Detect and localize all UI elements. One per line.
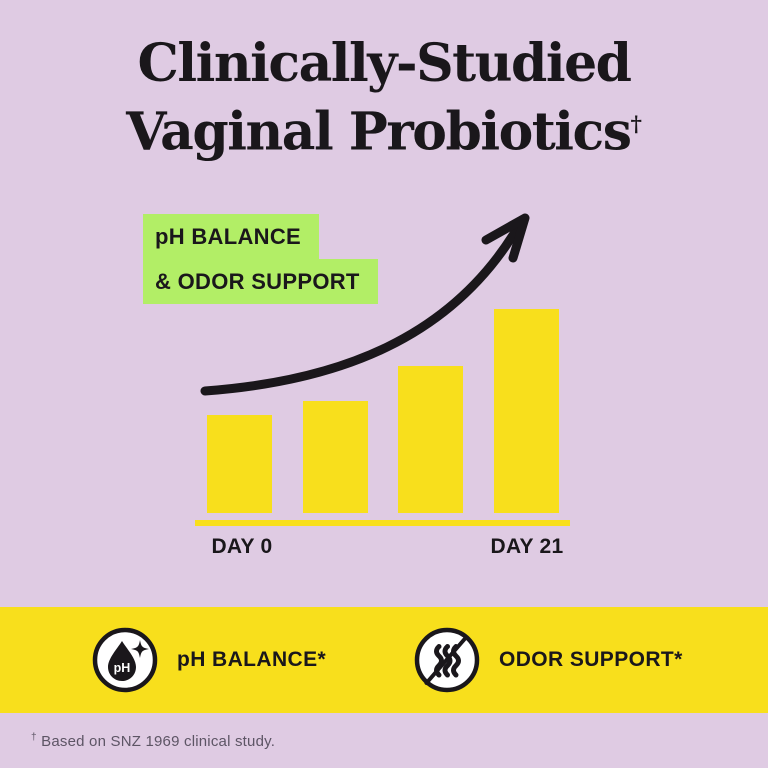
benefit-odor-support: ODOR SUPPORT* [414, 607, 683, 713]
title-line-2: Vaginal Probiotics [126, 101, 632, 163]
x-axis-line [195, 520, 570, 526]
x-axis-label-day0: DAY 0 [211, 535, 273, 558]
slash-line [424, 636, 468, 685]
chart-callout: pH BALANCE & ODOR SUPPORT [143, 214, 378, 304]
title-dagger: † [630, 111, 642, 137]
bar-4 [494, 309, 559, 513]
benefit-label-odor: ODOR SUPPORT* [499, 648, 683, 671]
sparkle-icon [131, 640, 149, 658]
page-title: Clinically-Studied Vaginal Probiotics† [0, 34, 768, 162]
footnote-text: Based on SNZ 1969 clinical study. [41, 733, 276, 750]
benefit-ph-balance: pH pH BALANCE* [92, 607, 326, 713]
bar-1 [207, 415, 272, 513]
ph-droplet-text: pH [114, 661, 131, 675]
callout-line-1: pH BALANCE [143, 214, 319, 259]
odor-crossed-icon [414, 627, 480, 693]
x-axis-label-day21: DAY 21 [490, 535, 564, 558]
benefit-label-ph: pH BALANCE* [177, 648, 327, 671]
bar-3 [398, 366, 463, 513]
callout-line-2: & ODOR SUPPORT [143, 259, 378, 304]
footnote: † Based on SNZ 1969 clinical study. [31, 728, 275, 752]
title-line-1: Clinically-Studied [137, 33, 632, 94]
ph-droplet-icon: pH [92, 627, 158, 693]
benefits-banner: pH pH BALANCE* ODOR SUPPORT* [0, 607, 768, 713]
footnote-dagger: † [31, 732, 37, 743]
bar-2 [303, 401, 368, 513]
